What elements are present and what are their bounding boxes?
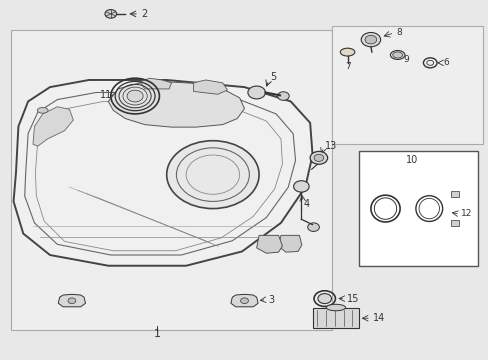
FancyBboxPatch shape (331, 26, 482, 144)
FancyBboxPatch shape (312, 307, 358, 328)
Ellipse shape (325, 304, 345, 311)
Polygon shape (14, 80, 312, 266)
Text: 14: 14 (372, 313, 385, 323)
Text: 15: 15 (346, 294, 359, 303)
Polygon shape (230, 294, 258, 307)
Circle shape (365, 35, 376, 44)
Ellipse shape (389, 50, 404, 59)
Ellipse shape (392, 52, 402, 58)
Text: 13: 13 (325, 141, 337, 151)
Circle shape (313, 154, 323, 161)
Circle shape (309, 152, 327, 164)
Text: 7: 7 (345, 62, 350, 71)
Text: 8: 8 (395, 28, 401, 37)
Text: 10: 10 (406, 156, 418, 165)
Ellipse shape (340, 48, 354, 56)
Circle shape (240, 298, 248, 303)
Circle shape (293, 181, 308, 192)
Text: 11: 11 (100, 90, 112, 100)
Text: 1: 1 (153, 329, 160, 339)
Polygon shape (33, 107, 73, 146)
Circle shape (247, 86, 265, 99)
Bar (450, 191, 458, 197)
Circle shape (317, 294, 331, 303)
Circle shape (307, 223, 319, 231)
FancyBboxPatch shape (358, 152, 477, 266)
Text: 12: 12 (460, 210, 472, 219)
Polygon shape (278, 235, 301, 252)
Circle shape (361, 32, 380, 47)
Ellipse shape (37, 108, 48, 113)
FancyBboxPatch shape (11, 30, 331, 330)
Circle shape (68, 298, 76, 303)
Circle shape (166, 141, 259, 208)
Text: 2: 2 (141, 9, 147, 19)
Text: 5: 5 (270, 72, 276, 82)
Polygon shape (256, 235, 282, 253)
Polygon shape (108, 82, 244, 127)
Circle shape (127, 90, 143, 102)
Circle shape (277, 92, 288, 100)
Text: 4: 4 (303, 199, 309, 209)
Text: 9: 9 (402, 55, 408, 64)
Circle shape (105, 10, 116, 18)
Text: 3: 3 (267, 295, 273, 305)
Polygon shape (193, 80, 227, 94)
Polygon shape (58, 294, 85, 307)
Bar (450, 220, 458, 226)
Text: 6: 6 (443, 58, 448, 67)
Polygon shape (140, 78, 171, 89)
